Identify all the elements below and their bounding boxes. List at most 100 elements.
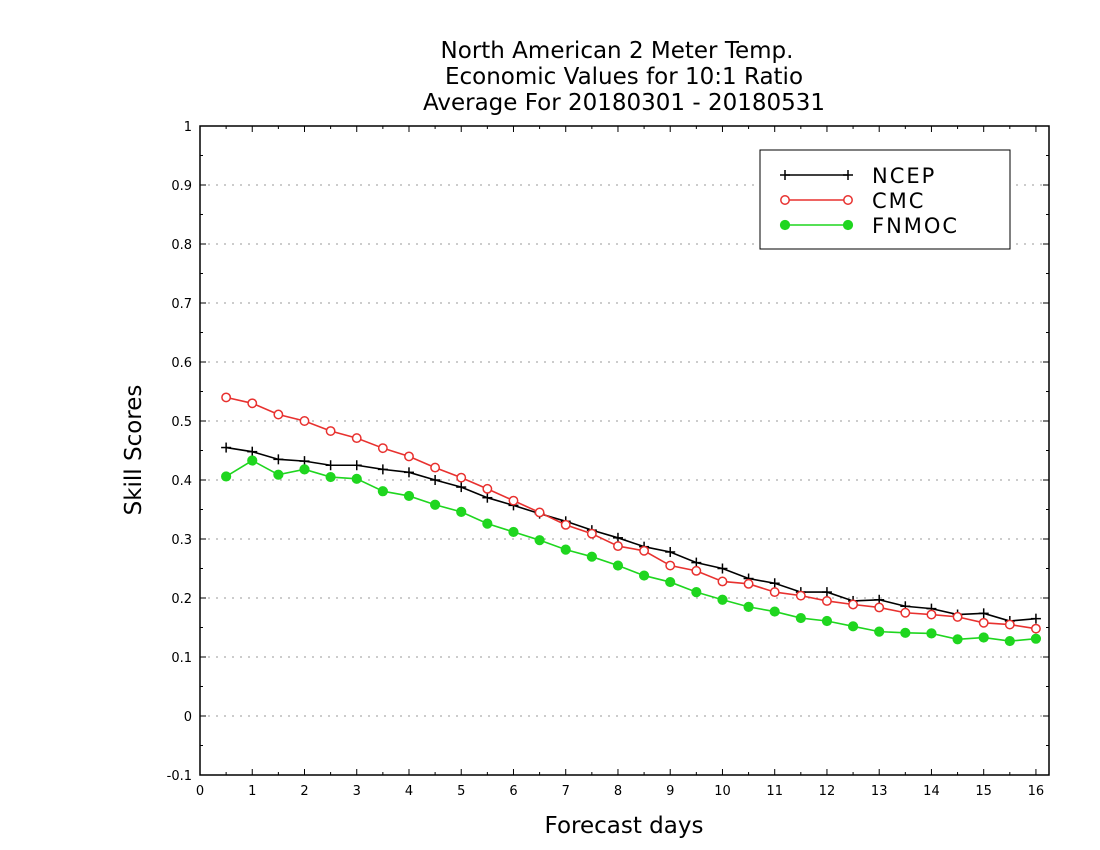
- y-tick-label: 0.9: [171, 179, 192, 194]
- data-point-fnmoc: [221, 471, 232, 482]
- data-point-cmc: [691, 565, 702, 576]
- data-point-fnmoc: [456, 506, 467, 517]
- data-point-ncep: [456, 482, 467, 493]
- data-point-cmc: [978, 617, 989, 628]
- data-point-cmc: [508, 495, 519, 506]
- data-point-cmc: [1004, 619, 1015, 630]
- data-point-cmc: [743, 578, 754, 589]
- data-point-fnmoc: [847, 621, 859, 632]
- y-tick-label: 0.7: [171, 297, 192, 312]
- data-point-fnmoc: [299, 464, 310, 475]
- data-point-cmc: [377, 443, 388, 454]
- data-point-fnmoc: [586, 551, 597, 562]
- data-point-fnmoc: [978, 632, 989, 643]
- legend-marker-fnmoc: [842, 219, 854, 231]
- x-tick-label: 10: [714, 784, 731, 799]
- legend-label-cmc: CMC: [872, 189, 925, 213]
- data-point-fnmoc: [377, 486, 388, 497]
- chart-title-line-2: Economic Values for 10:1 Ratio: [445, 64, 803, 90]
- y-tick-label: 0.1: [171, 651, 192, 666]
- data-point-fnmoc: [874, 626, 885, 637]
- data-point-cmc: [848, 599, 859, 610]
- plot-series: [221, 392, 1042, 647]
- data-point-fnmoc: [403, 490, 415, 502]
- legend-marker-cmc: [843, 195, 853, 205]
- legend-entry-cmc: CMC: [780, 189, 925, 213]
- data-point-fnmoc: [769, 606, 780, 617]
- x-tick-label: 4: [405, 784, 413, 799]
- data-point-fnmoc: [430, 499, 441, 510]
- y-tick-label: 0.3: [171, 533, 192, 548]
- data-point-cmc: [456, 472, 467, 483]
- data-point-cmc: [769, 587, 780, 598]
- data-point-cmc: [325, 426, 336, 436]
- y-tick-label: 0.4: [171, 474, 192, 489]
- data-point-fnmoc: [691, 587, 702, 598]
- legend-marker-ncep: [780, 170, 790, 180]
- data-point-fnmoc: [508, 526, 519, 538]
- data-point-ncep: [247, 446, 258, 457]
- chart-title-line-3: Average For 20180301 - 20180531: [423, 90, 825, 116]
- data-point-fnmoc: [926, 628, 937, 639]
- data-point-fnmoc: [795, 612, 806, 624]
- data-point-fnmoc: [717, 594, 728, 605]
- data-point-cmc: [273, 409, 284, 420]
- data-point-cmc: [900, 607, 911, 618]
- legend-marker-fnmoc: [779, 219, 791, 231]
- legend-marker-ncep: [843, 170, 853, 180]
- data-point-ncep: [273, 454, 284, 465]
- legend-entry-ncep: NCEP: [780, 164, 934, 188]
- data-point-fnmoc: [534, 535, 545, 546]
- data-point-fnmoc: [665, 576, 676, 588]
- data-point-fnmoc: [482, 518, 493, 529]
- data-point-ncep: [351, 460, 362, 471]
- series-line-ncep: [225, 446, 1037, 622]
- x-tick-label: 6: [509, 784, 517, 799]
- x-tick-label: 7: [562, 784, 570, 799]
- data-point-fnmoc: [351, 473, 362, 484]
- x-tick-label: 0: [196, 784, 204, 799]
- x-tick-label: 2: [300, 784, 308, 799]
- data-point-cmc: [404, 451, 414, 462]
- data-point-ncep: [325, 460, 336, 471]
- data-point-fnmoc: [821, 615, 833, 627]
- y-tick-label: 0: [184, 710, 192, 725]
- data-point-ncep: [769, 578, 780, 589]
- data-point-cmc: [586, 528, 597, 539]
- data-point-fnmoc: [952, 634, 963, 645]
- data-point-cmc: [795, 590, 806, 601]
- y-tick-label: 0.5: [171, 415, 192, 430]
- data-point-cmc: [482, 483, 493, 494]
- data-point-cmc: [247, 398, 258, 409]
- data-point-fnmoc: [325, 471, 336, 483]
- data-point-cmc: [351, 433, 362, 444]
- data-point-fnmoc: [1030, 633, 1042, 644]
- x-axis-label: Forecast days: [545, 813, 704, 839]
- legend-entry-fnmoc: FNMOC: [779, 214, 959, 238]
- y-axis-label: Skill Scores: [121, 385, 147, 516]
- x-tick-label: 3: [353, 784, 361, 799]
- data-point-fnmoc: [560, 544, 571, 555]
- data-point-ncep: [978, 608, 989, 619]
- data-point-cmc: [560, 519, 571, 530]
- x-tick-label: 9: [666, 784, 674, 799]
- chart-title: North American 2 Meter Temp. Economic Va…: [423, 38, 825, 116]
- data-point-cmc: [534, 507, 545, 518]
- data-point-ncep: [221, 442, 232, 453]
- data-point-fnmoc: [743, 601, 754, 612]
- data-point-fnmoc: [1004, 635, 1015, 647]
- data-point-cmc: [1030, 623, 1041, 634]
- series-cmc: [221, 392, 1041, 634]
- legend-label-fnmoc: FNMOC: [872, 214, 959, 238]
- data-point-ncep: [665, 546, 676, 557]
- x-tick-label: 15: [975, 784, 992, 799]
- data-point-ncep: [430, 475, 441, 485]
- x-tick-label: 8: [614, 784, 622, 799]
- x-tick-label: 12: [819, 784, 836, 799]
- plot-frame: [199, 125, 1050, 776]
- data-point-fnmoc: [273, 469, 284, 480]
- data-point-cmc: [665, 560, 676, 571]
- data-point-cmc: [639, 545, 650, 556]
